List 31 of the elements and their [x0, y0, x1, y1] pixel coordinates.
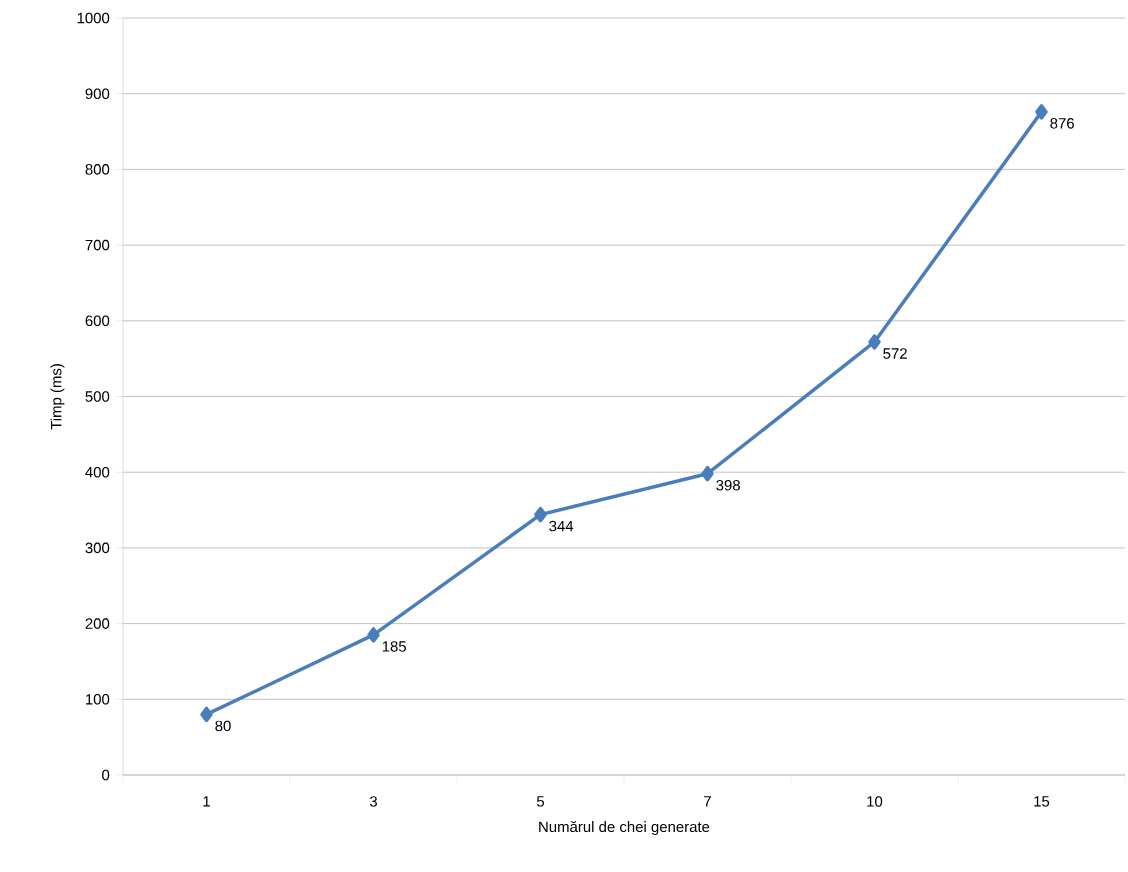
point	[200, 706, 213, 723]
point	[534, 506, 547, 523]
point	[367, 627, 380, 643]
x-axis-title: Numărul de chei generate	[539, 820, 710, 836]
x-tick-label: 3	[369, 796, 377, 807]
data-label: 344	[549, 520, 574, 532]
data-label: 80	[215, 720, 231, 732]
y-tick-label: 800	[85, 164, 110, 175]
x-tick-label: 7	[704, 796, 711, 807]
y-tick-label: 400	[85, 466, 110, 478]
x-tick-label: 5	[536, 796, 545, 807]
y-tick-label: 1000	[77, 12, 110, 24]
y-tick-label: 100	[86, 694, 110, 705]
x-tick-label: 10	[867, 796, 883, 807]
data-label: 398	[716, 479, 740, 491]
y-tick-label: 700	[85, 239, 110, 251]
x-tick-label: 15	[1034, 796, 1050, 807]
point	[868, 334, 881, 350]
y-axis-title: Timp (ms)	[50, 364, 65, 430]
point	[1035, 104, 1048, 120]
data-label: 876	[1050, 118, 1074, 129]
data-label: 572	[883, 348, 907, 359]
y-tick-label: 600	[85, 315, 110, 327]
x-tick-label: 1	[203, 796, 210, 807]
y-tick-label: 500	[85, 391, 110, 402]
y-tick-label: 200	[85, 618, 110, 629]
point	[701, 465, 714, 482]
data-label: 185	[382, 641, 406, 652]
y-tick-label: 300	[85, 542, 110, 554]
y-tick-label: 900	[85, 88, 110, 99]
y-tick-label: 0	[102, 769, 110, 781]
